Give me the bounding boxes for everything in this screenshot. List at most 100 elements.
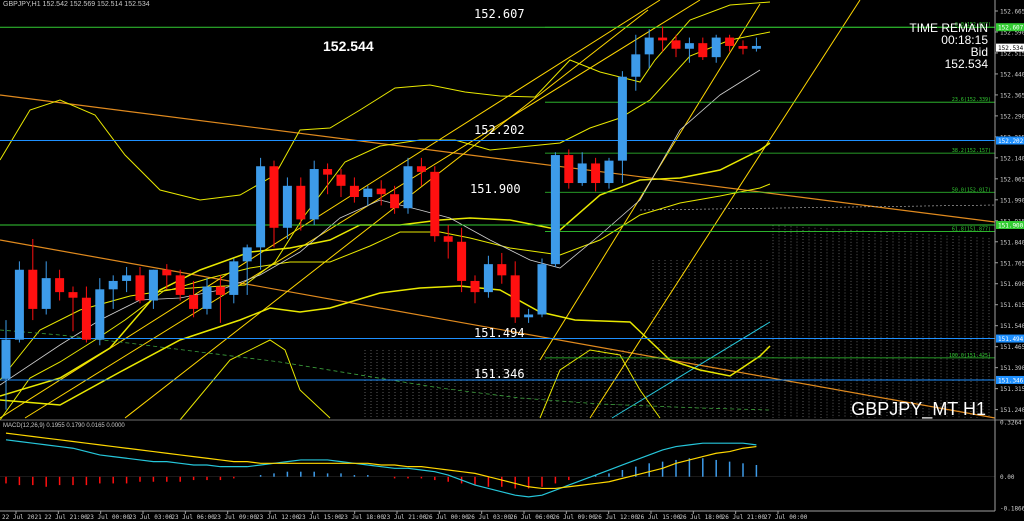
price-marker <box>996 375 1024 384</box>
candle-body <box>416 166 426 172</box>
level-price-label: 151.900 <box>470 182 521 196</box>
candle-body <box>376 188 386 195</box>
price-marker <box>996 136 1024 145</box>
candle-body <box>738 45 748 49</box>
bollinger-lower-ext2 <box>539 349 661 419</box>
price-marker <box>996 23 1024 32</box>
macd-main-line <box>5 439 757 498</box>
price-tick-label: 151.390 <box>1000 365 1024 372</box>
candle-body <box>81 297 91 340</box>
price-marker-label: 152.534 <box>998 45 1024 52</box>
candle-body <box>229 261 239 295</box>
candle-body <box>470 280 480 293</box>
candle-body <box>457 241 467 281</box>
bollinger-mid <box>0 31 771 421</box>
price-marker-label: 151.494 <box>998 336 1024 343</box>
current-price-label: 152.544 <box>323 38 374 54</box>
fib-level-label: 38.2(152.157) <box>952 148 991 154</box>
candle-body <box>215 286 225 295</box>
bid-label: Bid <box>970 45 988 59</box>
time-remain-value: 00:18:15 <box>941 33 988 47</box>
price-tick-label: 152.665 <box>1000 8 1024 15</box>
indicator-lines <box>0 0 996 421</box>
candle-body <box>282 185 292 228</box>
candle-body <box>631 54 641 77</box>
fib-level-label: 23.6(152.339) <box>952 97 991 103</box>
candle-body <box>550 155 560 265</box>
time-tick-label: 22 Jul 2021 <box>2 514 42 521</box>
candle-body <box>510 275 520 318</box>
candle-body <box>617 76 627 161</box>
time-tick-label: 23 Jul 15:00 <box>298 514 342 521</box>
candle-body <box>349 185 359 198</box>
horizontal-levels: 0.0(152.607) 23.6(152.339) 38.2(152.157) 50… <box>0 7 995 381</box>
candle-body <box>41 278 51 309</box>
macd-signal-line <box>5 432 757 490</box>
price-marker-label: 152.607 <box>998 25 1024 32</box>
candle-body <box>363 188 373 198</box>
symbol-timeframe-label: GBPJPY_MT H1 <box>851 399 986 419</box>
level-price-label: 151.494 <box>474 326 525 340</box>
candles <box>1 26 761 410</box>
level-price-label: 152.202 <box>474 123 525 137</box>
price-marker-label: 151.900 <box>998 222 1024 229</box>
time-tick-label: 26 Jul 00:00 <box>425 514 469 521</box>
macd-tick-label: 0.3264 <box>1000 420 1022 427</box>
price-tick-label: 151.540 <box>1000 323 1024 330</box>
time-tick-label: 23 Jul 03:00 <box>129 514 173 521</box>
candle-body <box>1 339 11 379</box>
time-remain-box: TIME REMAIN 00:18:15 Bid 152.534 <box>909 22 988 70</box>
time-tick-label: 23 Jul 12:00 <box>256 514 300 521</box>
time-tick-label: 23 Jul 18:00 <box>341 514 385 521</box>
candle-body <box>604 160 614 184</box>
bollinger-lower <box>0 285 771 406</box>
candle-body <box>148 269 158 301</box>
candle-body <box>175 275 185 295</box>
price-tick-label: 152.440 <box>1000 71 1024 78</box>
candle-body <box>309 169 319 220</box>
price-tick-label: 151.465 <box>1000 344 1024 351</box>
price-tick-label: 152.365 <box>1000 92 1024 99</box>
level-price-label: 152.607 <box>474 7 525 21</box>
time-tick-label: 26 Jul 03:00 <box>468 514 512 521</box>
candle-body <box>711 37 721 58</box>
candle-body <box>14 269 24 340</box>
candle-body <box>671 40 681 49</box>
time-tick-label: 22 Jul 21:00 <box>44 514 88 521</box>
price-tick-label: 152.590 <box>1000 29 1024 36</box>
fib-level-label: 61.8(151.877) <box>952 226 991 232</box>
candle-body <box>725 37 735 46</box>
fib-level-label: 0.0(152.607) <box>955 22 991 28</box>
candle-body <box>323 169 333 175</box>
price-tick-label: 151.765 <box>1000 260 1024 267</box>
candle-body <box>698 43 708 58</box>
candle-body <box>430 171 440 237</box>
fib-level-label: 100.0(151.425) <box>949 353 991 359</box>
symbol-header: GBPJPY,H1 152.542 152.569 152.514 152.53… <box>3 1 150 8</box>
time-tick-label: 27 Jul 00:00 <box>764 514 808 521</box>
time-tick-label: 26 Jul 18:00 <box>679 514 723 521</box>
time-tick-label: 26 Jul 06:00 <box>510 514 554 521</box>
grey-dotted-line <box>639 204 996 211</box>
macd-tick-label: -0.1866 <box>1000 506 1024 513</box>
macd-label: MACD(12,26,9) 0.1955 0.1790 0.0165 0.000… <box>3 423 125 429</box>
price-tick-label: 152.290 <box>1000 113 1024 120</box>
candle-body <box>108 280 118 290</box>
time-tick-label: 26 Jul 21:00 <box>722 514 766 521</box>
price-marker <box>996 220 1024 229</box>
candle-body <box>122 275 132 281</box>
bollinger-upper <box>0 1 771 201</box>
level-price-label: 151.346 <box>474 367 525 381</box>
candle-body <box>202 286 212 309</box>
candle-body <box>269 166 279 228</box>
candle-body <box>564 155 574 184</box>
candle-body <box>162 269 172 276</box>
candle-body <box>28 269 38 309</box>
candle-body <box>577 163 587 184</box>
price-tick-label: 151.990 <box>1000 197 1024 204</box>
macd-panel <box>0 419 1024 498</box>
candle-body <box>684 43 694 49</box>
